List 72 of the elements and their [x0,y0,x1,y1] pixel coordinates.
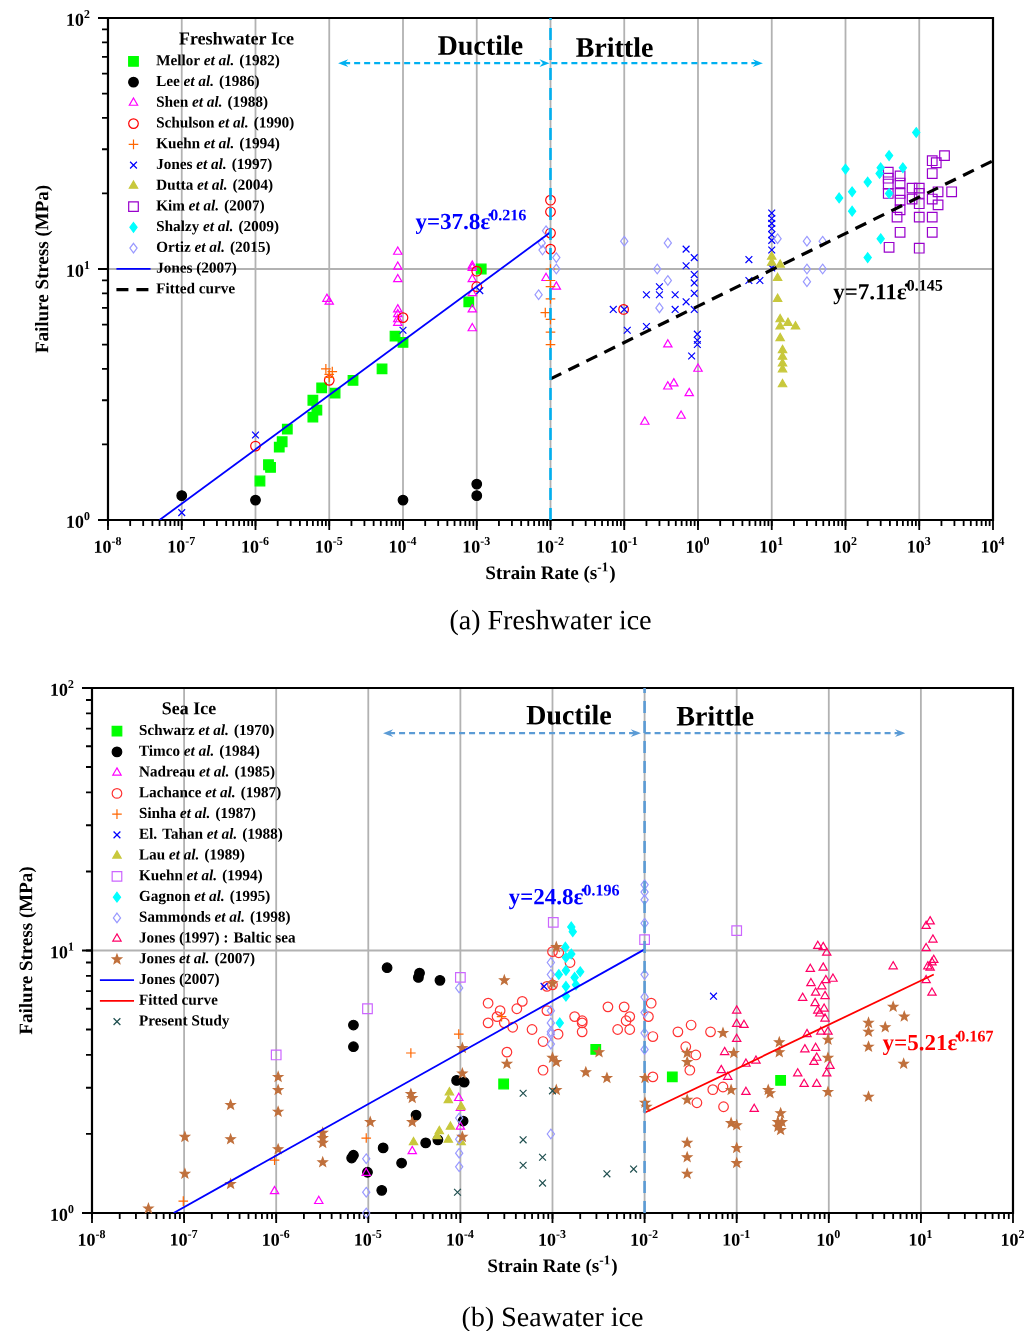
x-tick-label: 10$^{-7}$ [171,1230,198,1246]
legend-label: Schwarz et al. (1970) [139,724,274,739]
annotation: Ductile [438,35,523,55]
legend-label: Shalzy et al. (2009) [156,220,279,235]
x-tick-label: 10$^{0}$ [686,537,710,553]
x-tick-label: 10$^{-6}$ [242,537,269,553]
x-tick-label: 10$^{2}$ [1001,1230,1024,1246]
legend-label: Lachance et al. (1987) [139,786,281,801]
annotation: y=37.8ε̇$^{0.216}$ [415,209,526,234]
legend-label: Jones (2007) [139,973,219,988]
x-axis-title: Strain Rate (s$^{-1}$) [486,562,615,584]
legend-label: Kuehn et al. (1994) [139,869,262,884]
legend-label: Nadreau et al. (1985) [139,765,275,780]
x-tick-label: 10$^{-3}$ [463,537,490,553]
x-tick-label: 10$^{-8}$ [78,1230,106,1246]
legend-label: Fitted curve [139,994,218,1005]
y-tick-label: 10$^{1}$ [67,261,90,277]
x-tick-label: 10$^{-7}$ [168,537,195,553]
legend-label: Kim et al. (2007) [156,199,264,214]
x-tick-label: 10$^{4}$ [981,537,1005,553]
x-tick-label: 10$^{-6}$ [263,1230,290,1246]
x-tick-label: 10$^{-8}$ [94,537,122,553]
y-tick-label: 10$^{2}$ [67,10,90,26]
legend-label: Lau et al. (1989) [139,848,245,863]
x-tick-label: 10$^{-4}$ [389,537,417,553]
x-tick-label: 10$^{-2}$ [537,537,564,553]
y-tick-label: 10$^{0}$ [67,512,90,528]
legend-label: Shen et al. (1988) [156,96,268,110]
annotation: Ductile [526,704,611,725]
legend-label: Fitted curve [156,282,235,294]
x-tick-label: 10$^{-5}$ [355,1230,382,1246]
y-tick-label: 10$^{1}$ [51,942,74,959]
x-tick-label: 10$^{0}$ [817,1230,840,1246]
legend-label: Jones (1997) : Baltic sea [139,931,296,946]
x-axis-title: Strain Rate (s$^{-1}$) [488,1255,617,1277]
legend-label: Gagnon et al. (1995) [139,890,270,905]
legend-label: Jones et al. (2007) [139,952,255,967]
annotation: Brittle [676,705,754,726]
annotation: y=24.8ε̇$^{0.196}$ [508,884,620,910]
annotation: y=5.21ε̇$^{0.167}$ [882,1030,994,1056]
x-tick-label: 10$^{1}$ [760,537,783,553]
x-tick-label: 10$^{-1}$ [611,537,638,553]
legend-label: Schulson et al. (1990) [156,116,294,131]
y-axis-title: Failure Stress (MPa) [34,185,53,353]
x-tick-label: 10$^{-2}$ [631,1230,658,1246]
x-tick-label: 10$^{-4}$ [447,1230,474,1246]
x-tick-label: 10$^{-3}$ [539,1230,566,1246]
y-tick-label: 10$^{0}$ [51,1205,74,1221]
legend-label: Jones (2007) [156,262,237,276]
annotation: y=7.11ε̇$^{0.145}$ [833,279,943,305]
x-tick-label: 10$^{-1}$ [723,1230,750,1246]
legend-label: Timco et al. (1984) [139,745,260,759]
y-tick-label: 10$^{2}$ [51,680,74,696]
legend-label: Lee et al. (1986) [156,75,259,90]
legend-label: Present Study [139,1014,230,1029]
legend-label: Dutta et al. (2004) [156,179,273,193]
legend-title: Sea Ice [162,702,216,715]
text: (a) Freshwater ice [450,609,651,636]
x-tick-label: 10$^{-5}$ [316,537,343,553]
x-tick-label: 10$^{2}$ [834,537,857,553]
legend-title: Freshwater Ice [179,31,294,45]
x-tick-label: 10$^{3}$ [908,537,931,553]
legend-label: El. Tahan et al. (1988) [139,828,283,842]
legend-label: Kuehn et al. (1994) [156,137,280,152]
legend-label: Ortiz et al. (2015) [156,241,270,256]
y-axis-title: Failure Stress (MPa) [18,867,37,1035]
legend-label: Mellor et al. (1982) [156,54,280,69]
legend-label: Sinha et al. (1987) [139,807,256,822]
legend-label: Sammonds et al. (1998) [139,911,290,925]
annotation: Brittle [576,37,653,57]
x-tick-label: 10$^{1}$ [909,1230,932,1246]
legend-label: Jones et al. (1997) [156,158,272,173]
